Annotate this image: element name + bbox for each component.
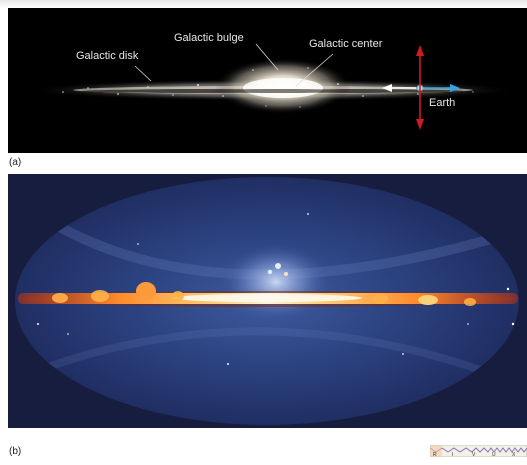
- all-sky-infrared-panel: [8, 174, 527, 428]
- sky-features: [17, 209, 519, 388]
- arrow-toward-center-head: [382, 84, 392, 92]
- bright-sources: [37, 213, 515, 365]
- caption-b: (b): [9, 446, 22, 457]
- leader-line-center: [295, 53, 334, 87]
- arrow-up-head: [416, 45, 424, 56]
- galaxy-edge-on-illustration: [28, 43, 518, 130]
- spectrum-band-icon: R I V U X: [430, 445, 527, 457]
- spectrum-letter-x: X: [512, 452, 516, 457]
- galaxy-edge-on-panel: Galactic disk Galactic bulge Galactic ce…: [8, 8, 527, 153]
- label-galactic-center: Galactic center: [309, 38, 383, 50]
- label-galactic-bulge: Galactic bulge: [174, 32, 244, 44]
- spectrum-letter-v: V: [472, 452, 476, 457]
- infrared-bulge: [221, 244, 331, 320]
- label-galactic-disk: Galactic disk: [76, 50, 139, 62]
- zodiacal-arc-lower: [26, 327, 519, 388]
- all-sky-map: [15, 177, 519, 425]
- label-earth: Earth: [429, 97, 456, 109]
- spectrum-letter-u: U: [492, 452, 496, 457]
- top-edge: [0, 0, 527, 8]
- spectrum-wave: [430, 447, 527, 453]
- galactic-band-core: [172, 294, 362, 302]
- leader-line-bulge: [255, 43, 279, 71]
- arrow-down-head: [416, 119, 424, 130]
- spectrum-letter-i: I: [452, 452, 453, 457]
- caption-a: (a): [9, 157, 22, 168]
- star-forming-regions: [52, 282, 476, 306]
- galactic-center-glow: [243, 78, 323, 98]
- arrow-away-head: [450, 84, 460, 92]
- spectrum-letter-r: R: [433, 452, 437, 457]
- spectrum-highlight-r: [430, 445, 442, 457]
- leader-line-disk: [134, 65, 152, 82]
- bulge-dust-lane: [210, 89, 350, 93]
